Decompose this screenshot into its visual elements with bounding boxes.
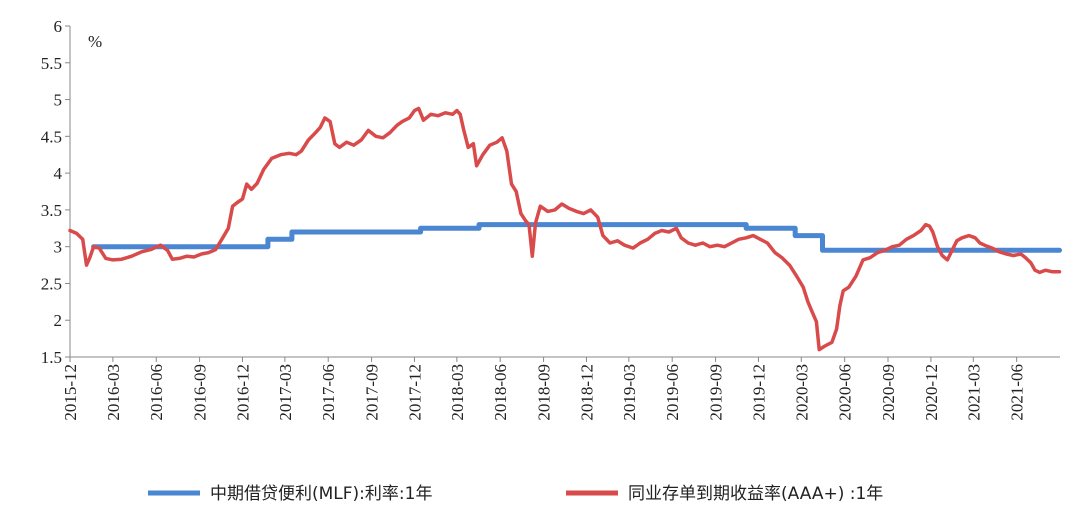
y-tick-label: 5	[54, 91, 63, 110]
x-tick-label: 2019-09	[707, 364, 726, 421]
x-tick-label: 2016-12	[233, 364, 252, 421]
legend-label-1: 中期借贷便利(MLF):利率:1年	[210, 484, 432, 504]
legend-label-2: 同业存单到期收益率(AAA+) :1年	[628, 484, 883, 504]
x-tick-label: 2016-03	[104, 364, 123, 421]
y-tick-label: 6	[54, 17, 63, 36]
y-unit-label: %	[88, 32, 102, 51]
x-tick-label: 2018-09	[535, 364, 554, 421]
x-tick-label: 2017-06	[319, 364, 338, 421]
x-tick-label: 2018-03	[448, 364, 467, 421]
y-tick-label: 2.5	[41, 274, 62, 293]
x-tick-label: 2015-12	[61, 364, 80, 421]
y-tick-label: 1.5	[41, 348, 62, 367]
x-tick-label: 2017-09	[363, 364, 382, 421]
x-tick-label: 2020-09	[879, 364, 898, 421]
legend: 中期借贷便利(MLF):利率:1年 同业存单到期收益率(AAA+) :1年	[148, 484, 883, 504]
x-tick-label: 2019-03	[620, 364, 639, 421]
x-tick-label: 2020-03	[792, 364, 811, 421]
x-tick-label: 2016-09	[191, 364, 210, 421]
x-tick-label: 2020-12	[922, 364, 941, 421]
series-line-1	[91, 222, 1062, 253]
y-tick-label: 5.5	[41, 54, 62, 73]
y-tick-label: 3	[54, 238, 63, 257]
x-tick-label: 2018-12	[577, 364, 596, 421]
x-tick-label: 2021-03	[964, 364, 983, 421]
x-tick-label: 2021-06	[1008, 364, 1027, 421]
x-tick-label: 2017-12	[405, 364, 424, 421]
x-tick-label: 2016-06	[147, 364, 166, 421]
y-tick-label: 4.5	[41, 127, 62, 146]
axes: 1.5 2 2.5 3 3.5 4 4.5 5 5.5 6 2015-12 2016-03 2016-0…	[41, 17, 1060, 421]
x-tick-label: 2018-06	[491, 364, 510, 421]
x-tick-label: 2019-12	[749, 364, 768, 421]
series-line-2	[68, 106, 1062, 352]
x-tick-label: 2017-03	[276, 364, 295, 421]
y-tick-label: 2	[54, 311, 63, 330]
x-tick-label: 2019-06	[663, 364, 682, 421]
series-lines	[68, 106, 1062, 352]
x-tick-label: 2020-06	[836, 364, 855, 421]
y-tick-label: 3.5	[41, 201, 62, 220]
y-tick-label: 4	[54, 164, 63, 183]
